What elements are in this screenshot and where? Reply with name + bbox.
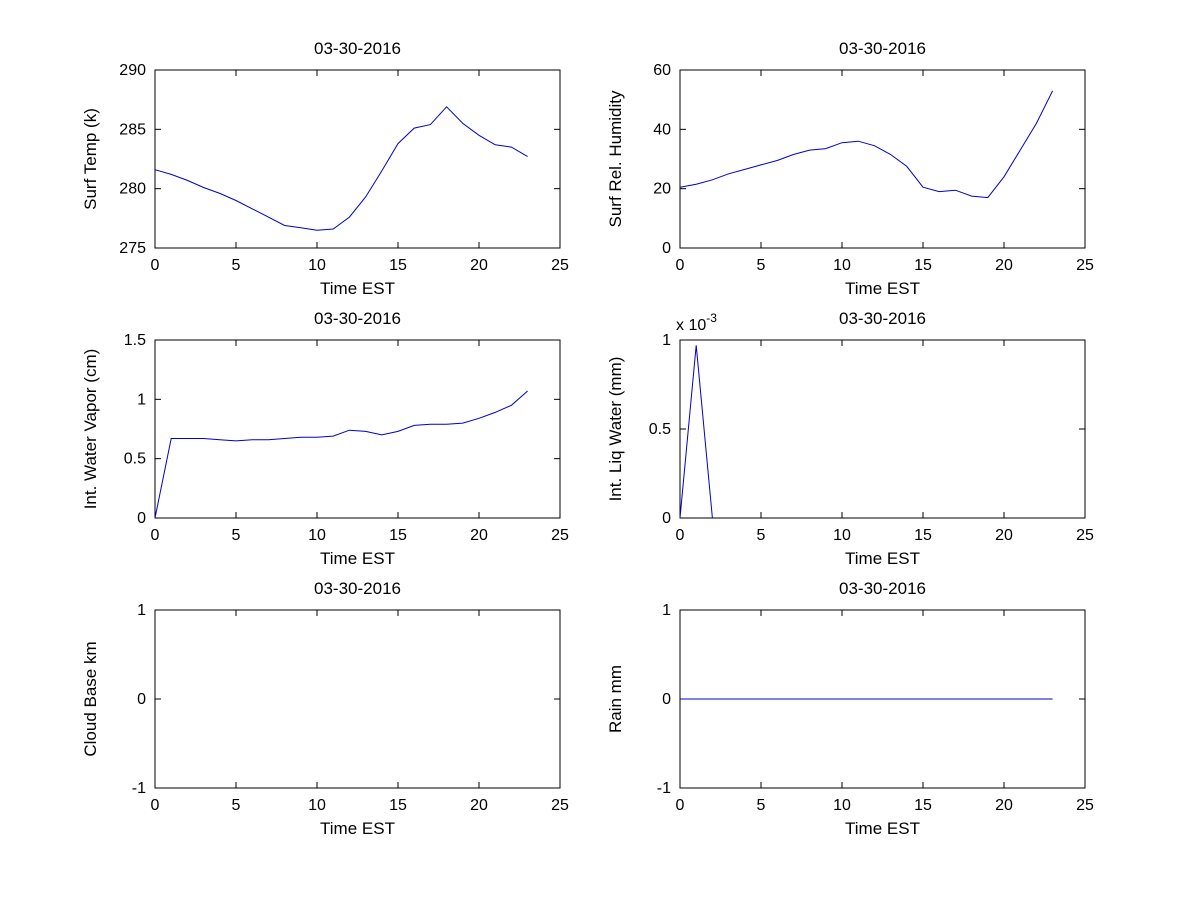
y-tick-label: -1 (657, 780, 671, 797)
x-tick-label: 15 (389, 797, 407, 814)
y-tick-label: 20 (653, 181, 671, 198)
y-axis-label: Surf Rel. Humidity (606, 90, 625, 227)
y-tick-label: 1 (137, 391, 146, 408)
x-axis-label: Time EST (320, 549, 395, 568)
x-tick-label: 0 (151, 257, 160, 274)
y-tick-label: 1 (662, 602, 671, 619)
x-axis-label: Time EST (845, 549, 920, 568)
y-tick-label: 1.5 (124, 332, 146, 349)
y-axis-label: Int. Liq Water (mm) (606, 357, 625, 502)
x-tick-label: 20 (470, 527, 488, 544)
x-tick-label: 0 (676, 527, 685, 544)
y-axis-label: Int. Water Vapor (cm) (81, 349, 100, 510)
y-axis-label: Rain mm (606, 665, 625, 733)
x-tick-label: 25 (551, 527, 569, 544)
x-tick-label: 25 (551, 257, 569, 274)
x-tick-label: 20 (470, 257, 488, 274)
y-tick-label: 0.5 (124, 451, 146, 468)
x-tick-label: 0 (676, 797, 685, 814)
x-tick-label: 5 (232, 257, 241, 274)
x-tick-label: 0 (151, 527, 160, 544)
x-tick-label: 10 (308, 257, 326, 274)
plot-box (679, 339, 1086, 519)
chart-title: 03-30-2016 (314, 39, 401, 58)
y-tick-label: -1 (132, 780, 146, 797)
x-tick-label: 25 (1076, 257, 1094, 274)
chart-title: 03-30-2016 (314, 579, 401, 598)
chart-title: 03-30-2016 (839, 579, 926, 598)
x-tick-label: 15 (914, 257, 932, 274)
x-axis-label: Time EST (845, 819, 920, 838)
y-tick-label: 285 (119, 121, 146, 138)
x-tick-label: 20 (470, 797, 488, 814)
y-tick-label: 0 (662, 240, 671, 257)
subplot-water-vapor: 03-30-2016 Int. Water Vapor (cm) Time EST 0… (81, 309, 569, 568)
x-tick-label: 20 (995, 257, 1013, 274)
x-tick-label: 20 (995, 527, 1013, 544)
plot-box (154, 69, 561, 249)
x-tick-label: 10 (308, 527, 326, 544)
x-tick-label: 20 (995, 797, 1013, 814)
chart-title: 03-30-2016 (839, 309, 926, 328)
data-line (679, 90, 1054, 199)
y-tick-label: 1 (137, 602, 146, 619)
y-exponent-label: x 10-3 (676, 311, 717, 334)
x-axis-label: Time EST (320, 279, 395, 298)
y-axis-label: Cloud Base km (81, 641, 100, 756)
x-tick-label: 15 (914, 527, 932, 544)
x-tick-label: 15 (389, 257, 407, 274)
x-tick-label: 10 (833, 797, 851, 814)
data-line (154, 390, 528, 519)
x-tick-label: 5 (232, 797, 241, 814)
subplot-surf-temp: 03-30-2016 Surf Temp (k) Time EST 0 5 10 15 20 2… (81, 39, 569, 298)
x-tick-label: 15 (914, 797, 932, 814)
x-tick-label: 5 (757, 527, 766, 544)
y-axis-label: Surf Temp (k) (81, 108, 100, 210)
x-tick-label: 25 (1076, 797, 1094, 814)
y-tick-label: 0 (662, 691, 671, 708)
plot-box (679, 69, 1086, 249)
x-tick-label: 10 (833, 257, 851, 274)
y-tick-label: 275 (119, 240, 146, 257)
data-line (679, 345, 713, 519)
y-tick-label: 60 (653, 62, 671, 79)
chart-title: 03-30-2016 (314, 309, 401, 328)
subplot-rel-humidity: 03-30-2016 Surf Rel. Humidity Time EST 0 5 10… (606, 39, 1094, 298)
plot-box (154, 609, 561, 789)
y-tick-label: 0 (137, 510, 146, 527)
x-axis-label: Time EST (845, 279, 920, 298)
y-tick-label: 0 (137, 691, 146, 708)
x-axis-label: Time EST (320, 819, 395, 838)
x-tick-label: 5 (757, 257, 766, 274)
x-tick-label: 10 (308, 797, 326, 814)
x-tick-label: 0 (676, 257, 685, 274)
y-tick-label: 0.5 (649, 421, 671, 438)
x-tick-label: 5 (757, 797, 766, 814)
y-tick-label: 40 (653, 121, 671, 138)
x-tick-label: 25 (551, 797, 569, 814)
y-tick-label: 1 (662, 332, 671, 349)
x-tick-label: 0 (151, 797, 160, 814)
x-tick-label: 5 (232, 527, 241, 544)
subplot-rain: 03-30-2016 Rain mm Time EST 0 5 10 15 20 25 -1 0 1 (606, 579, 1094, 838)
chart-title: 03-30-2016 (839, 39, 926, 58)
y-tick-label: 290 (119, 62, 146, 79)
y-tick-label: 0 (662, 510, 671, 527)
data-line (154, 106, 528, 231)
x-tick-label: 15 (389, 527, 407, 544)
subplot-liq-water: 03-30-2016 Int. Liq Water (mm) Time EST 0 5 1… (606, 309, 1094, 568)
x-tick-label: 25 (1076, 527, 1094, 544)
y-tick-label: 280 (119, 181, 146, 198)
plot-box (154, 339, 561, 519)
x-tick-label: 10 (833, 527, 851, 544)
